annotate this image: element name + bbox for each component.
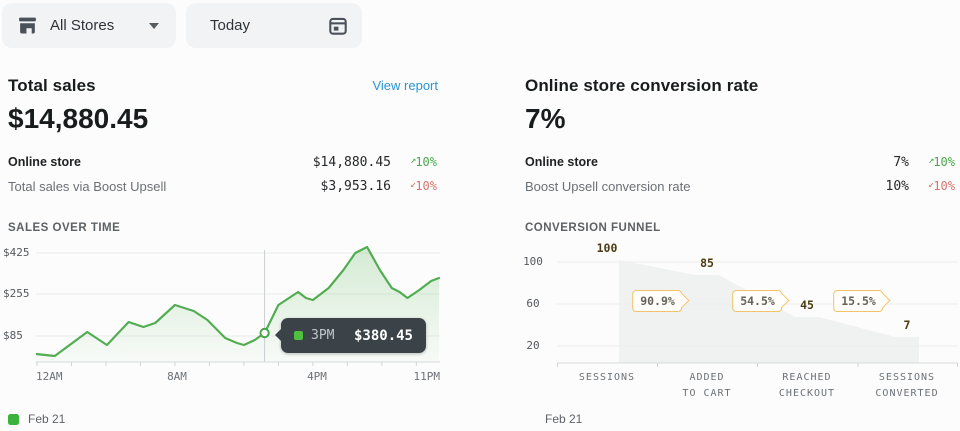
total-sales-value: $14,880.45 — [8, 103, 149, 134]
metric-label: Total sales via Boost Upsell — [8, 178, 167, 194]
store-selector-button[interactable]: All Stores — [2, 3, 176, 48]
page-title-total-sales: Total sales — [8, 76, 96, 95]
category-line: TO CART — [682, 387, 732, 399]
metric-row-online-store-rate: Online store 7% ↗10% — [525, 150, 955, 174]
sales-over-time-chart[interactable]: 12AM 8AM 4PM 11PM 3PM $380.45 — [34, 245, 441, 405]
bar-value-label: 7 — [903, 318, 911, 332]
y-axis-tick: 100 — [523, 255, 543, 268]
funnel-bar-sessions-converted[interactable] — [895, 337, 919, 363]
arrow-up-icon: ↗ — [928, 155, 935, 166]
legend-label: Feb 21 — [545, 412, 583, 426]
legend-label: Feb 21 — [28, 412, 66, 426]
category-label-sessions: SESSIONS — [579, 370, 635, 386]
metric-label: Online store — [525, 155, 598, 169]
bar-value-label: 45 — [800, 298, 814, 312]
bar-value-label: 85 — [700, 256, 714, 270]
conversion-breakdown: Online store 7% ↗10% Boost Upsell conver… — [525, 150, 955, 198]
metric-change-badge: ↗10% — [391, 155, 437, 169]
tooltip-value: $380.45 — [353, 327, 413, 344]
view-report-link[interactable]: View report — [372, 78, 438, 93]
arrow-up-icon: ↗ — [410, 155, 417, 166]
chevron-down-icon — [149, 22, 159, 29]
metric-value: $3,953.16 — [320, 178, 391, 194]
metric-change-value: 10% — [933, 179, 955, 193]
section-title-conversion-funnel: CONVERSION FUNNEL — [525, 222, 661, 234]
funnel-bar-sessions[interactable] — [595, 260, 619, 363]
funnel-plot-area: 100 85 45 7 90.9% 54.5% 15.5% — [557, 236, 958, 367]
section-title-sales-over-time: SALES OVER TIME — [8, 222, 121, 234]
category-line: CONVERTED — [875, 387, 939, 399]
total-sales-header: Total sales View report — [8, 76, 438, 96]
metric-change-value: 10% — [415, 179, 437, 193]
tooltip-time: 3PM — [311, 328, 335, 343]
y-axis-tick: $255 — [3, 287, 30, 300]
y-axis-tick: 60 — [526, 297, 540, 310]
category-line: REACHED — [782, 372, 832, 383]
category-label-added-to-cart: ADDED TO CART — [682, 370, 731, 401]
metric-change-value: 10% — [933, 155, 955, 169]
category-label-reached-checkout: REACHED CHECKOUT — [779, 370, 835, 401]
x-axis-tick: 8AM — [167, 370, 187, 383]
y-axis-tick: 20 — [526, 339, 540, 352]
date-range-label: Today — [210, 17, 251, 34]
y-axis-tick: $85 — [3, 329, 23, 342]
conversion-header: Online store conversion rate — [525, 76, 956, 96]
calendar-icon — [327, 15, 349, 37]
y-axis-tick: $425 — [3, 246, 30, 259]
metric-change-value: 10% — [415, 155, 437, 169]
bar-value-label: 100 — [596, 241, 618, 255]
sales-line — [34, 245, 441, 358]
metric-value: 7% — [893, 154, 909, 170]
total-sales-breakdown: Online store $14,880.45 ↗10% Total sales… — [8, 150, 437, 198]
metric-label: Boost Upsell conversion rate — [525, 178, 691, 194]
category-line: SESSIONS — [878, 372, 936, 383]
store-selector-label: All Stores — [50, 17, 115, 34]
legend-swatch-green — [8, 413, 19, 425]
stage-percentage-badge: 15.5% — [833, 290, 883, 312]
category-line: ADDED — [689, 372, 725, 383]
arrow-down-icon: ↙ — [928, 179, 935, 190]
x-axis-ticks — [36, 362, 417, 366]
metric-row-online-store-sales: Online store $14,880.45 ↗10% — [8, 150, 437, 174]
funnel-legend: Feb 21 — [525, 412, 582, 426]
category-line: SESSIONS — [578, 372, 636, 383]
chart-tooltip: 3PM $380.45 — [275, 318, 426, 353]
x-axis-tick: 12AM — [36, 370, 63, 383]
x-axis-tick: 11PM — [413, 370, 441, 383]
x-axis-tick: 4PM — [307, 370, 327, 383]
metric-change-badge: ↙10% — [391, 179, 437, 193]
stage-percentage-badge: 90.9% — [632, 290, 682, 312]
funnel-bar-reached-checkout[interactable] — [795, 317, 819, 363]
page-title-conversion-rate: Online store conversion rate — [525, 76, 759, 95]
arrow-down-icon: ↙ — [410, 179, 417, 190]
metric-change-badge: ↙10% — [909, 179, 955, 193]
tooltip-series-swatch — [294, 331, 303, 340]
store-icon — [17, 15, 38, 36]
metric-row-boost-upsell-sales: Total sales via Boost Upsell $3,953.16 ↙… — [8, 174, 437, 198]
category-line: CHECKOUT — [778, 387, 836, 399]
legend-swatch-orange — [525, 414, 536, 425]
metric-row-boost-upsell-rate: Boost Upsell conversion rate 10% ↙10% — [525, 174, 955, 198]
date-range-button[interactable]: Today — [186, 3, 362, 48]
conversion-rate-value: 7% — [525, 103, 566, 134]
sales-legend: Feb 21 — [8, 412, 65, 426]
funnel-bar-added-to-cart[interactable] — [695, 275, 719, 363]
stage-percentage-badge: 54.5% — [732, 290, 782, 312]
metric-value: $14,880.45 — [312, 154, 391, 170]
category-label-sessions-converted: SESSIONS CONVERTED — [875, 370, 938, 401]
conversion-funnel-chart: 100 85 45 7 90.9% 54.5% 15.5% SESSIONS A… — [557, 236, 958, 406]
x-axis-ticks — [557, 363, 958, 367]
metric-change-badge: ↗10% — [909, 155, 955, 169]
metric-label: Online store — [8, 155, 81, 169]
metric-value: 10% — [885, 178, 909, 194]
hover-point-marker — [259, 327, 270, 339]
